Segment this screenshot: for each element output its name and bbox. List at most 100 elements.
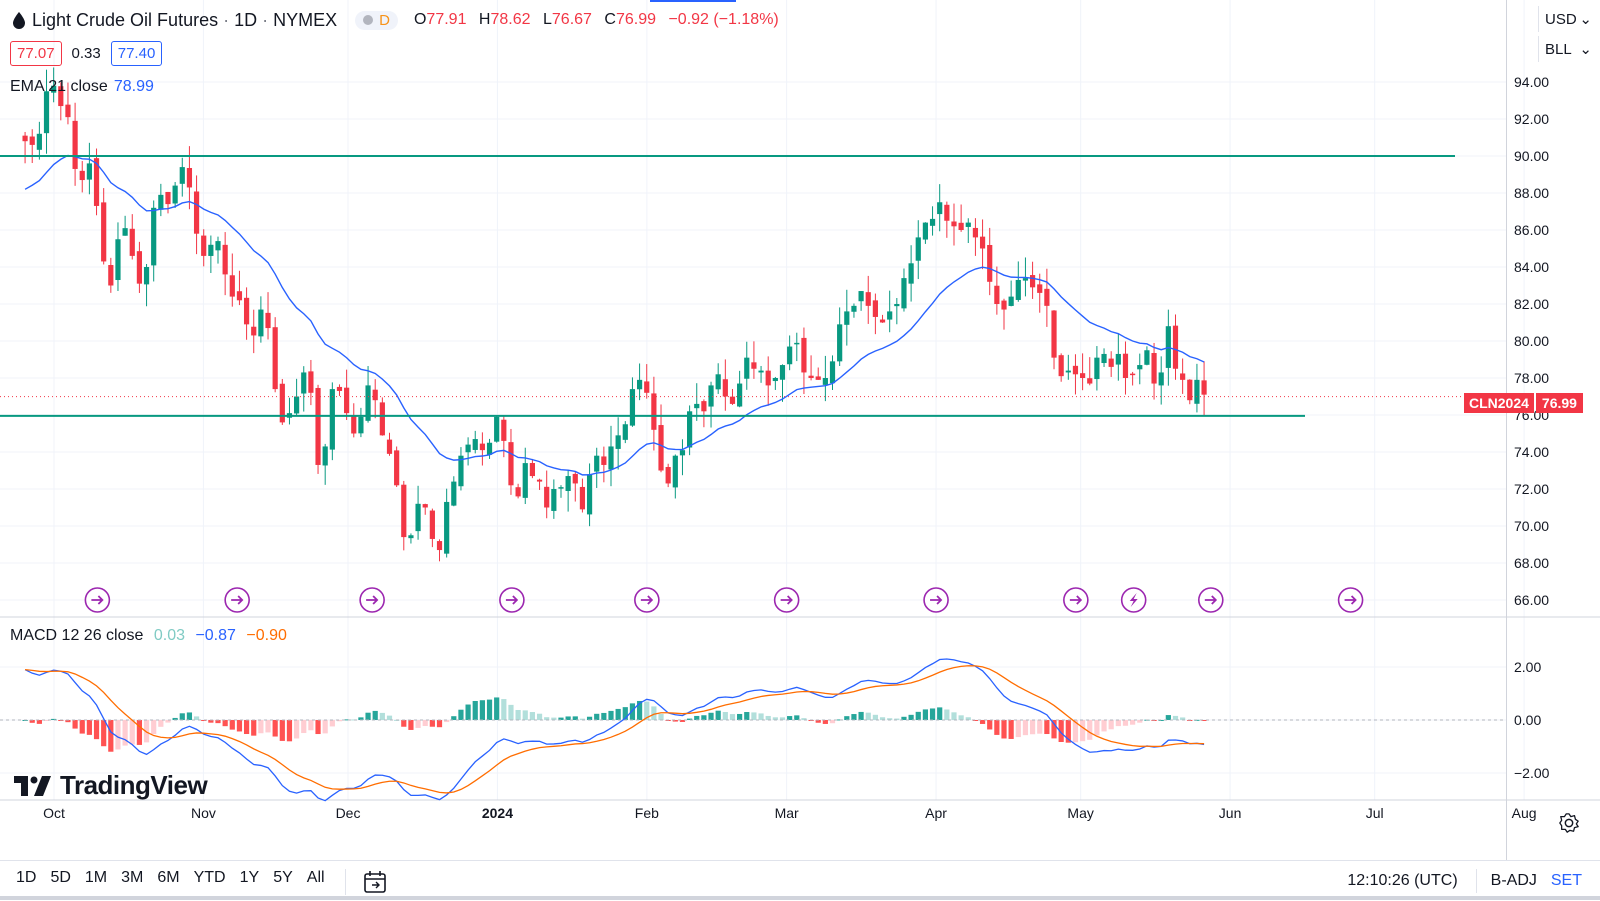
macd-histogram-bar — [579, 718, 586, 720]
currency-selector[interactable]: USD ⌄ — [1538, 6, 1598, 32]
tradingview-logo-icon — [14, 775, 51, 796]
macd-histogram-bar — [336, 720, 343, 722]
candle-up — [829, 361, 836, 384]
macd-tick-label: 2.00 — [1514, 659, 1541, 675]
macd-histogram-bar — [737, 713, 743, 720]
tradingview-logo[interactable]: TradingView — [14, 770, 208, 801]
macd-legend[interactable]: MACD 12 26 close 0.03 −0.87 −0.90 — [10, 627, 287, 645]
data-status-badge[interactable]: D — [355, 10, 398, 30]
macd-histogram-bar — [229, 720, 235, 730]
range-button-6m[interactable]: 6M — [157, 869, 180, 886]
range-button-5y[interactable]: 5Y — [273, 869, 293, 886]
candle-up — [151, 207, 157, 266]
macd-histogram-bar — [36, 720, 42, 724]
candle-up — [744, 357, 750, 379]
event-markers — [84, 587, 1364, 613]
macd-histogram-bar — [844, 716, 850, 720]
price-tick-label: 68.00 — [1514, 555, 1549, 571]
macd-histogram-bar — [408, 720, 414, 730]
candle-up — [922, 222, 929, 240]
back-adjust-toggle[interactable]: B-ADJ — [1490, 872, 1537, 889]
range-button-3m[interactable]: 3M — [121, 869, 144, 886]
macd-histogram-bar — [551, 717, 557, 720]
toolbar-divider — [345, 869, 346, 895]
time-tick-label: Mar — [775, 805, 799, 821]
macd-histogram-bar — [444, 720, 450, 723]
arrow-right-icon — [1069, 595, 1083, 605]
macd-histogram-bar — [65, 720, 71, 723]
macd-histogram — [22, 697, 1207, 752]
price-tick-label: 88.00 — [1514, 185, 1549, 201]
ema-legend[interactable]: EMA 21 close 78.99 — [10, 78, 154, 96]
range-button-1m[interactable]: 1M — [84, 869, 108, 886]
macd-histogram-bar — [701, 715, 707, 720]
symbol-name[interactable]: Light Crude Oil Futures — [32, 9, 219, 30]
candle-up — [822, 378, 828, 385]
candle-up — [258, 309, 264, 337]
candle-up — [694, 403, 700, 409]
candle-down — [1087, 378, 1093, 384]
macd-histogram-bar — [837, 719, 843, 721]
clock-display[interactable]: 12:10:26 (UTC) — [1347, 872, 1458, 889]
candle-up — [86, 163, 92, 180]
range-button-5d[interactable]: 5D — [50, 869, 71, 886]
candle-down — [972, 227, 979, 238]
candle-down — [658, 425, 664, 471]
price-chart[interactable]: 94.00 92.00 90.00 88.00 86.00 84.00 82.00 80.00… — [0, 0, 1600, 860]
candle-up — [143, 267, 150, 285]
unit-selector[interactable]: BLL ⌄ — [1538, 36, 1598, 62]
macd-histogram-bar — [772, 717, 778, 720]
candle-up — [1115, 353, 1121, 365]
candle-down — [1037, 284, 1043, 293]
buy-button[interactable]: 77.40 — [110, 41, 163, 66]
candle-up — [1144, 350, 1150, 365]
candle-up — [494, 416, 500, 442]
macd-histogram-bar — [1029, 720, 1036, 735]
macd-histogram-bar — [651, 706, 657, 720]
settlement-toggle[interactable]: SET — [1550, 872, 1582, 889]
candle-up — [772, 378, 778, 382]
candle-up — [51, 85, 57, 93]
candle-down — [79, 170, 85, 181]
candle-down — [222, 244, 228, 275]
candle-down — [1051, 310, 1057, 358]
sell-button[interactable]: 77.07 — [10, 41, 62, 66]
macd-histogram-bar — [243, 720, 250, 735]
candle-up — [687, 411, 693, 448]
range-button-1d[interactable]: 1D — [16, 869, 37, 886]
time-tick-label: Feb — [635, 805, 659, 821]
interval-label[interactable]: 1D — [234, 9, 258, 30]
candle-up — [415, 503, 421, 532]
macd-histogram-bar — [787, 716, 793, 720]
candle-down — [372, 389, 378, 401]
range-button-1y[interactable]: 1Y — [239, 869, 260, 886]
chevron-down-icon: ⌄ — [1579, 11, 1592, 28]
macd-histogram-bar — [751, 712, 757, 720]
candle-down — [601, 456, 607, 465]
candle-up — [608, 446, 614, 470]
candle-up — [758, 370, 764, 373]
close-value: 76.99 — [615, 11, 656, 28]
candle-up — [708, 385, 714, 407]
macd-histogram-bar — [1001, 720, 1007, 739]
macd-histogram-bar — [801, 718, 807, 720]
macd-histogram-bar — [101, 720, 107, 747]
time-tick-label: Apr — [925, 805, 947, 821]
range-button-ytd[interactable]: YTD — [193, 869, 226, 886]
calendar-goto-icon[interactable] — [362, 869, 388, 895]
macd-histogram-bar — [937, 707, 943, 720]
macd-histogram-bar — [308, 720, 314, 731]
price-tick-label: 66.00 — [1514, 592, 1549, 608]
range-button-all[interactable]: All — [306, 869, 325, 886]
macd-histogram-bar — [265, 720, 271, 733]
time-tick-label: Oct — [43, 805, 65, 821]
active-tab-indicator — [650, 0, 736, 2]
candle-up — [672, 455, 678, 488]
settings-gear-icon[interactable] — [1558, 812, 1580, 834]
macd-histogram-bar — [965, 717, 971, 720]
candle-up — [179, 167, 185, 184]
macd-histogram-bar — [193, 716, 200, 720]
macd-histogram-bar — [636, 700, 643, 720]
candle-up — [844, 311, 850, 325]
macd-histogram-bar — [658, 713, 664, 720]
